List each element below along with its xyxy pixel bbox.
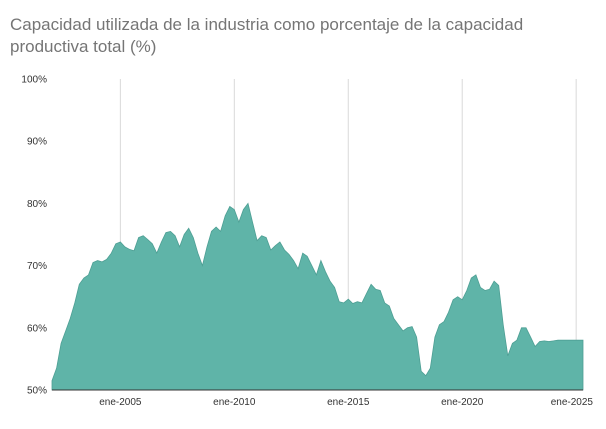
- y-tick-label: 90%: [27, 137, 47, 148]
- area-series: [51, 202, 584, 391]
- y-axis-ticks: 100% 90% 80% 70% 60% 50%: [21, 75, 47, 397]
- x-tick-label: ene-2015: [327, 397, 370, 408]
- y-tick-label: 50%: [27, 386, 47, 397]
- chart-title: Capacidad utilizada de la industria como…: [10, 15, 524, 56]
- x-tick-label: ene-2025: [551, 397, 594, 408]
- y-tick-label: 60%: [27, 323, 47, 334]
- y-tick-label: 70%: [27, 261, 47, 272]
- x-axis-ticks: ene-2005 ene-2010 ene-2015 ene-2020 ene-2025: [99, 397, 593, 408]
- x-tick-label: ene-2020: [441, 397, 484, 408]
- y-tick-label: 80%: [27, 199, 47, 210]
- x-tick-label: ene-2010: [213, 397, 256, 408]
- y-tick-label: 100%: [21, 75, 47, 86]
- x-tick-label: ene-2005: [99, 397, 142, 408]
